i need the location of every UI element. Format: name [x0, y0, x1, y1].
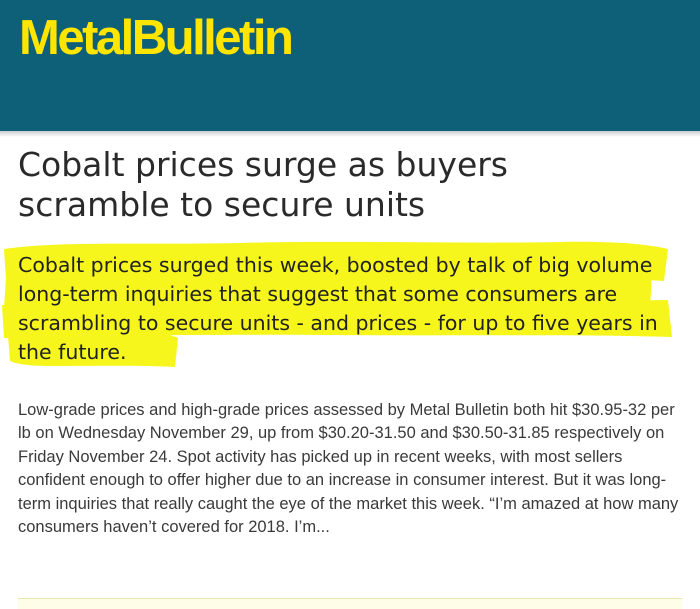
header-shadow	[0, 131, 700, 137]
highlight-stroke-1	[4, 241, 668, 281]
highlight-stroke-3	[2, 300, 672, 338]
article: Cobalt prices surge as buyers scramble t…	[0, 137, 700, 608]
highlight-stroke-4	[8, 331, 178, 367]
bottom-banner-edge	[18, 598, 682, 609]
site-header: MetalBulletin	[0, 0, 700, 131]
metal-bulletin-logo[interactable]: MetalBulletin	[19, 11, 294, 65]
article-lede: Cobalt prices surged this week, boosted …	[18, 253, 658, 364]
highlight-stroke-2	[4, 271, 652, 308]
highlighter-marks	[2, 241, 672, 367]
article-title: Cobalt prices surge as buyers scramble t…	[18, 145, 509, 224]
article-body: Low-grade prices and high-grade prices a…	[18, 401, 679, 537]
